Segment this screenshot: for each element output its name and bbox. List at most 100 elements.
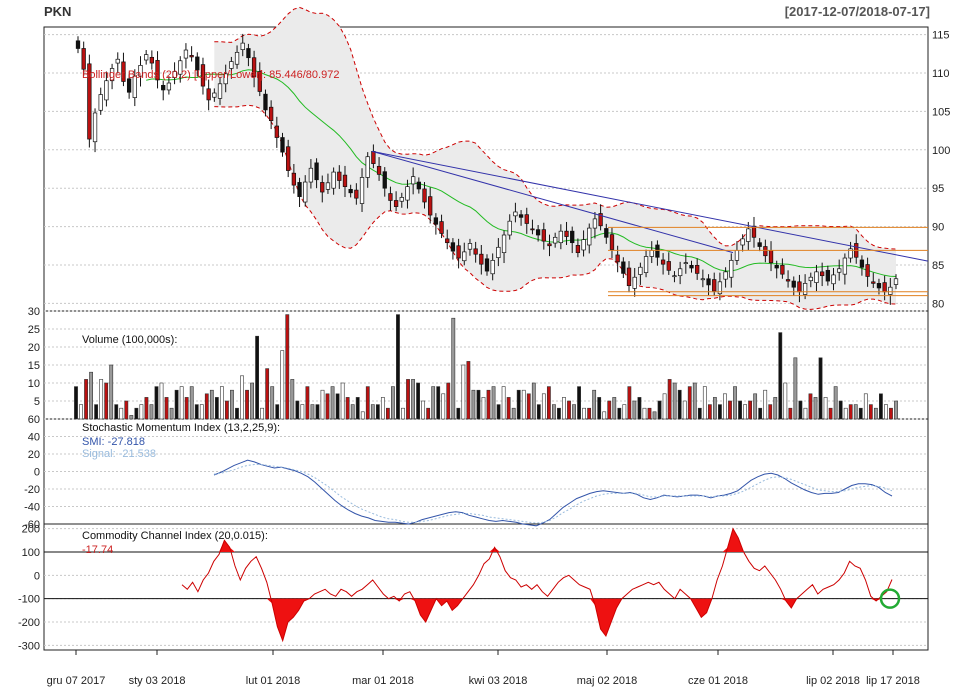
volume-bar — [401, 407, 405, 420]
candle-body — [246, 48, 251, 59]
volume-bar — [687, 386, 692, 420]
y-tick-label: 95 — [932, 183, 944, 195]
candle-body — [342, 174, 348, 188]
volume-bar — [219, 386, 224, 420]
candle-body — [166, 82, 172, 91]
candle-body — [138, 65, 143, 77]
volume-bar — [572, 404, 576, 420]
volume-bar — [421, 400, 426, 420]
volume-bar — [240, 375, 244, 420]
volume-bar — [245, 389, 249, 420]
y-tick-label: 30 — [28, 306, 40, 318]
candle-body — [376, 165, 382, 175]
volume-bar — [894, 400, 898, 420]
candle-body — [587, 227, 592, 246]
candle-body — [638, 266, 643, 275]
volume-bar — [104, 382, 109, 420]
volume-bar — [214, 397, 219, 420]
candle-body — [445, 238, 450, 244]
candle-body — [859, 259, 865, 268]
volume-bar — [652, 411, 657, 420]
volume-bar — [169, 407, 174, 420]
volume-title: Volume (100,000s): — [82, 334, 177, 346]
panel-frame — [43, 523, 929, 651]
volume-bar — [134, 407, 139, 420]
volume-bar — [592, 389, 597, 420]
volume-bar — [360, 411, 365, 420]
cci-line — [181, 527, 893, 643]
volume-bar — [763, 389, 768, 420]
candle-body — [251, 57, 257, 78]
candle-body — [740, 238, 745, 246]
candle-body — [155, 60, 160, 81]
volume-bar — [662, 393, 667, 420]
candle-body — [558, 230, 563, 244]
volume-bar — [853, 404, 858, 420]
volume-bar — [823, 397, 828, 420]
volume-bar — [154, 386, 159, 420]
volume-bar — [884, 404, 888, 420]
volume-bar — [461, 364, 466, 420]
candle-body — [632, 276, 637, 289]
candle-body — [768, 250, 774, 263]
volume-bar — [773, 397, 778, 420]
candle-body — [297, 182, 302, 197]
volume-bar — [521, 389, 526, 420]
candle-body — [797, 281, 802, 293]
volume-bar — [622, 404, 627, 420]
volume-bar — [813, 397, 818, 420]
candle-body — [263, 93, 268, 111]
volume-bar — [189, 386, 194, 420]
volume-bar — [803, 407, 808, 420]
candle-body — [524, 214, 529, 224]
x-tick-label: lip 17 2018 — [866, 675, 920, 687]
volume-bar — [587, 407, 592, 420]
candle-body — [416, 181, 421, 190]
candle-body — [206, 88, 211, 101]
volume-bar — [511, 407, 516, 420]
volume-bar — [330, 386, 335, 420]
volume-bar — [702, 386, 707, 420]
volume-bar — [743, 404, 747, 420]
candle-body — [467, 243, 473, 250]
volume-bar — [260, 407, 265, 420]
volume-bar — [546, 386, 551, 420]
volume-bar — [79, 404, 83, 420]
x-tick-label: kwi 03 2018 — [469, 675, 528, 687]
candle-body — [393, 200, 399, 207]
y-tick-label: 5 — [34, 396, 40, 408]
volume-bar — [873, 407, 878, 420]
volume-bar — [748, 400, 753, 420]
candle-body — [81, 48, 86, 70]
candle-body — [257, 71, 262, 92]
candle-body — [87, 63, 92, 140]
y-tick-label: 10 — [28, 378, 40, 390]
volume-bar — [89, 371, 93, 420]
candle-body — [592, 218, 598, 229]
volume-bar — [677, 389, 682, 420]
cci-value: -17.74 — [82, 544, 113, 556]
volume-bar — [129, 415, 134, 420]
candle-body — [274, 125, 279, 138]
volume-bar — [345, 397, 350, 420]
candle-body — [507, 220, 512, 236]
volume-bar — [380, 397, 385, 420]
candle-body — [433, 217, 439, 225]
volume-bar — [476, 389, 481, 420]
candle-body — [575, 245, 581, 254]
candle-body — [746, 228, 751, 242]
candle-body — [268, 106, 274, 121]
candle-body — [581, 239, 586, 251]
candle-body — [643, 256, 649, 273]
candle-body — [729, 259, 734, 278]
volume-bar — [506, 397, 511, 420]
y-tick-label: 15 — [28, 360, 40, 372]
candle-body — [291, 172, 297, 186]
y-tick-label: 200 — [22, 524, 40, 536]
candle-body — [115, 58, 120, 64]
volume-bar — [672, 382, 677, 420]
volume-bar — [577, 386, 581, 420]
volume-bar — [657, 400, 662, 420]
volume-bar — [868, 404, 873, 420]
volume-bar — [209, 389, 214, 420]
